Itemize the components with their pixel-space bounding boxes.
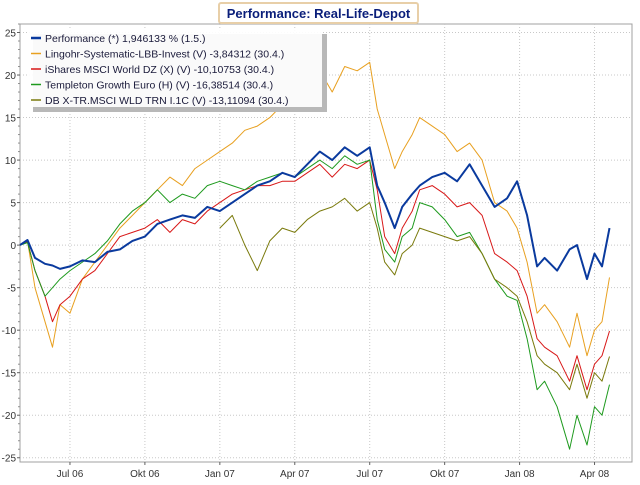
x-tick-label: Jul 06 [57,469,84,480]
series-line-1 [19,61,610,357]
series-line-3 [19,155,610,450]
y-tick-label: 0 [10,241,16,252]
x-tick-label: Jan 08 [505,469,535,480]
x-tick-label: Apr 07 [280,469,310,480]
series-line-0 [19,146,611,281]
y-tick-label: 20 [5,71,17,82]
y-tick-label: 5 [10,199,16,210]
y-tick-label: -20 [2,411,17,422]
x-tick-label: Okt 06 [130,469,160,480]
chart-title: Performance: Real-Life-Depot [218,2,419,24]
series-line-2 [19,159,610,391]
y-tick-label: -15 [2,369,17,380]
x-tick-label: Jul 07 [356,469,383,480]
x-tick-label: Okt 07 [430,469,460,480]
legend-entry-1: Lingohr-Systematic-LBB-Invest (V) -3,843… [45,49,284,61]
legend-entry-2: iShares MSCI World DZ (X) (V) -10,10753 … [45,64,274,76]
y-tick-label: 10 [5,156,17,167]
x-tick-label: Apr 08 [580,469,610,480]
series-line-4 [219,197,610,399]
y-tick-label: 25 [5,29,17,40]
x-tick-label: Jan 07 [205,469,235,480]
legend-entry-3: Templeton Growth Euro (H) (V) -16,38514 … [45,80,273,92]
y-tick-label: -5 [7,284,16,295]
y-tick-label: 15 [5,114,17,125]
legend-box [28,29,322,107]
y-tick-label: -25 [2,454,17,465]
y-tick-label: -10 [2,326,17,337]
legend-entry-0: Performance (*) 1,946133 % (1.5.) [45,33,206,45]
legend-entry-4: DB X-TR.MSCI WLD TRN I.1C (V) -13,11094 … [45,95,289,107]
